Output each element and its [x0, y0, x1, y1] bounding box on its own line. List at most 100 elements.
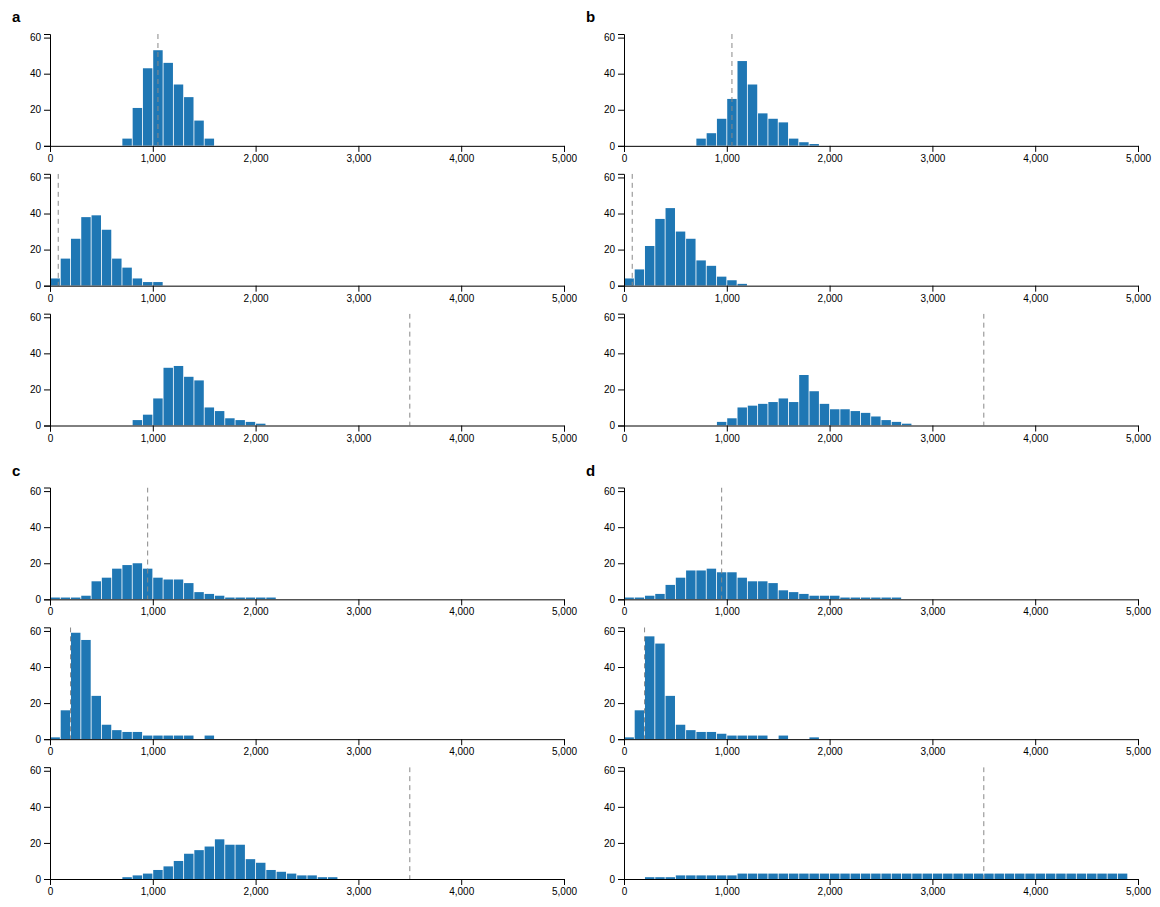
bar: [686, 570, 695, 599]
bar: [205, 736, 214, 740]
x-axis: 01,0002,0003,0004,0005,000: [622, 146, 1152, 164]
panel-label: b: [586, 8, 595, 25]
tick-label: 4,000: [449, 746, 474, 757]
tick-line: [618, 667, 624, 668]
tick: 3,000: [920, 286, 945, 304]
bar: [71, 879, 80, 880]
bar: [707, 569, 716, 600]
tick: 20: [30, 244, 50, 255]
bar: [174, 366, 183, 426]
bar: [974, 425, 983, 426]
bar: [851, 598, 860, 600]
bar: [194, 739, 203, 740]
tick-line: [44, 527, 50, 528]
bar: [277, 599, 286, 600]
tick-line: [44, 667, 50, 668]
tick: 2,000: [244, 286, 269, 304]
tick: 1,000: [141, 426, 166, 444]
bar: [768, 119, 777, 146]
bar: [1056, 874, 1065, 879]
bar: [861, 739, 870, 740]
tick-line: [618, 286, 624, 287]
bar: [748, 736, 757, 740]
tick-label: 60: [604, 32, 616, 43]
bar: [666, 208, 675, 286]
tick-label: 20: [30, 384, 42, 395]
bar: [727, 418, 736, 425]
tick-label: 40: [30, 662, 42, 673]
y-axis: 0204060: [30, 486, 51, 605]
bar: [943, 739, 952, 740]
tick-line: [618, 879, 624, 880]
bar: [359, 739, 368, 740]
bar: [297, 739, 306, 740]
tick-line: [44, 177, 50, 178]
bar: [441, 599, 450, 600]
bar: [809, 391, 818, 425]
tick-label: 5,000: [1126, 606, 1151, 617]
bar: [472, 879, 481, 880]
bar: [1005, 874, 1014, 879]
tick: 3,000: [920, 146, 945, 164]
bar: [953, 874, 962, 879]
plot-area: [133, 314, 410, 426]
tick-label: 40: [30, 802, 42, 813]
bar: [256, 863, 265, 879]
bar: [758, 285, 767, 286]
tick-label: 40: [604, 68, 616, 79]
tick-label: 1,000: [715, 746, 740, 757]
tick-label: 2,000: [244, 293, 269, 304]
tick-line: [44, 599, 50, 600]
bar: [92, 879, 101, 880]
tick: 20: [604, 104, 624, 115]
tick-line: [358, 879, 359, 885]
bar: [369, 879, 378, 880]
tick-line: [830, 426, 831, 432]
tick-label: 20: [30, 244, 42, 255]
bar: [205, 594, 214, 599]
tick: 3,000: [346, 879, 371, 897]
tick: 2,000: [244, 426, 269, 444]
x-axis: 01,0002,0003,0004,0005,000: [48, 879, 578, 897]
reference-line: [58, 174, 59, 286]
tick: 60: [604, 486, 624, 497]
tick-label: 4,000: [1023, 746, 1048, 757]
tick-label: 3,000: [346, 153, 371, 164]
bar: [1015, 599, 1024, 600]
tick-line: [1035, 879, 1036, 885]
tick: 2,000: [818, 879, 843, 897]
tick: 1,000: [141, 146, 166, 164]
axis-domain: [618, 768, 625, 880]
bar: [851, 411, 860, 425]
bar: [390, 879, 399, 880]
bar: [410, 739, 419, 740]
tick: 5,000: [1126, 739, 1151, 757]
bar: [779, 122, 788, 145]
tick-label: 2,000: [818, 293, 843, 304]
bar: [122, 877, 131, 879]
bar: [696, 570, 705, 599]
bar: [840, 409, 849, 425]
tick: 40: [604, 662, 624, 673]
bar: [789, 139, 798, 146]
bar: [359, 879, 368, 880]
bar: [1087, 874, 1096, 879]
axis-domain: [44, 488, 51, 600]
bar: [933, 599, 942, 600]
subplot: 01,0002,0003,0004,0005,0000204060: [30, 312, 578, 444]
axis-domain: [618, 35, 625, 147]
bar: [789, 592, 798, 599]
tick-label: 60: [30, 172, 42, 183]
tick: 40: [604, 68, 624, 79]
tick: 0: [622, 879, 628, 897]
bar: [779, 398, 788, 425]
bar: [1005, 599, 1014, 600]
bar: [964, 425, 973, 426]
bar: [953, 739, 962, 740]
bar: [820, 739, 829, 740]
bar: [830, 409, 839, 425]
tick-label: 2,000: [818, 886, 843, 897]
tick-line: [830, 739, 831, 745]
bar: [153, 870, 162, 879]
axis-domain: [44, 768, 51, 880]
